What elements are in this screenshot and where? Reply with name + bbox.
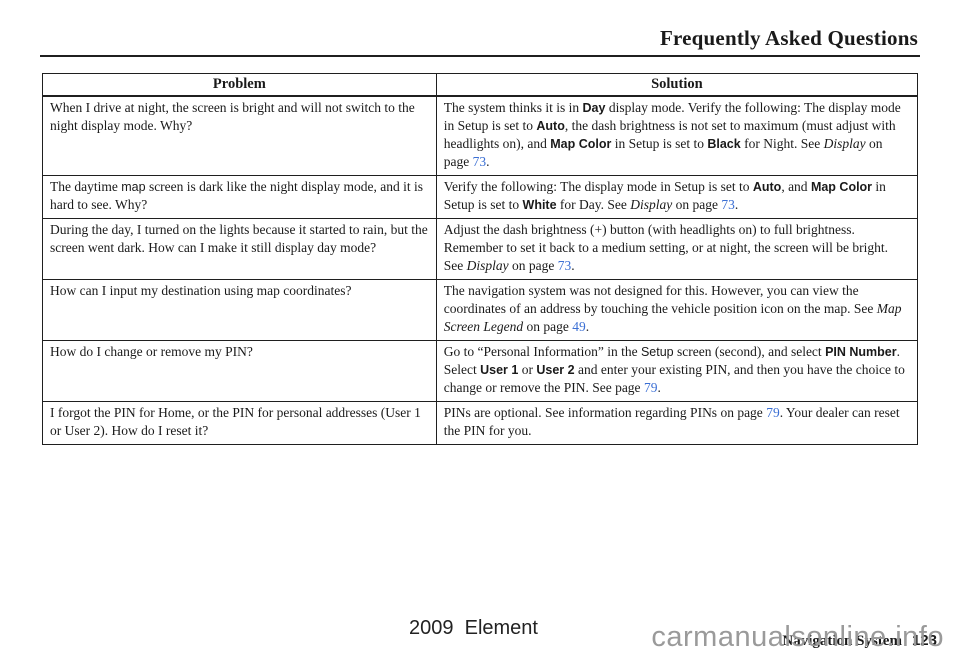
text-segment: on page (443, 136, 883, 169)
text-segment: . (571, 258, 575, 273)
text-segment: . Your dealer can reset the PIN for you. (443, 405, 900, 438)
text-segment: Verify the following: The display mode i… (443, 179, 753, 194)
text-segment: in Setup is set to (443, 179, 886, 212)
solution-cell: Adjust the dash brightness (+) button (w… (435, 218, 919, 280)
page-link[interactable]: 73 (472, 154, 487, 169)
page-link[interactable]: 73 (557, 258, 572, 273)
text-segment: Map Color (550, 137, 612, 151)
text-segment: Auto (536, 119, 565, 133)
text-segment: Adjust the dash brightness (+) button (w… (443, 222, 889, 273)
problem-cell: During the day, I turned on the lights b… (42, 218, 437, 280)
text-segment: in Setup is set to (611, 136, 708, 151)
text-segment: Display (823, 136, 866, 151)
text-segment: on page (523, 319, 573, 334)
faq-table-body: When I drive at night, the screen is bri… (42, 95, 919, 445)
text-segment: map (121, 180, 146, 194)
text-segment: PINs are optional. See information regar… (443, 405, 767, 420)
problem-cell: When I drive at night, the screen is bri… (42, 95, 437, 176)
text-segment: and enter your existing PIN, and then yo… (443, 362, 905, 395)
text-segment: on page (672, 197, 722, 212)
problem-cell: I forgot the PIN for Home, or the PIN fo… (42, 401, 437, 445)
text-segment: Map Color (810, 180, 873, 194)
text-segment: Go to “Personal Information” in the (443, 344, 641, 359)
watermark: carmanualsonline.info (651, 621, 944, 653)
table-row: How can I input my destination using map… (42, 279, 919, 341)
solution-cell: The system thinks it is in Day display m… (435, 95, 919, 176)
text-segment: . (585, 319, 590, 334)
table-row: How do I change or remove my PIN? Go to “… (42, 340, 919, 402)
table-header-row: Problem Solution (42, 73, 919, 97)
text-segment: Setup (640, 345, 674, 359)
problem-cell: How do I change or remove my PIN? (42, 340, 437, 402)
faq-table: Problem Solution When I drive at night, … (42, 73, 919, 445)
problem-cell: The daytime map screen is dark like the … (42, 175, 437, 219)
solution-cell: PINs are optional. See information regar… (435, 401, 919, 445)
solution-cell: The navigation system was not designed f… (435, 279, 919, 341)
solution-cell: Verify the following: The display mode i… (435, 175, 919, 219)
text-segment: The system thinks it is in (443, 100, 583, 115)
text-segment: Map Screen Legend (443, 301, 902, 334)
text-segment: When I drive at night, the screen is bri… (50, 100, 415, 133)
text-segment: How do I change or remove my PIN? (50, 344, 253, 359)
table-row: I forgot the PIN for Home, or the PIN fo… (42, 401, 919, 445)
text-segment: display mode. Verify the following: The … (443, 100, 901, 133)
text-segment: User 2 (536, 363, 575, 377)
text-segment: . (657, 380, 661, 395)
text-segment: on page (508, 258, 558, 273)
text-segment: . (734, 197, 739, 212)
text-segment: , and (781, 179, 811, 194)
footer-page-info: Navigation System 123 (767, 615, 937, 655)
text-segment: During the day, I turned on the lights b… (50, 222, 428, 255)
text-segment: screen (second), and select (673, 344, 826, 359)
page-link[interactable]: 49 (572, 319, 586, 334)
text-segment: screen is dark like the night display mo… (50, 179, 424, 212)
text-segment: for Night. See (740, 136, 824, 151)
text-segment: Day (582, 101, 606, 115)
footer-section-label: Navigation System (782, 633, 902, 649)
text-segment: . (486, 154, 490, 169)
text-segment: Black (707, 137, 741, 151)
text-segment: PIN Number (825, 345, 897, 359)
text-segment: Display (630, 197, 673, 212)
footer-page-number: 123 (911, 632, 937, 649)
column-header-solution: Solution (435, 73, 919, 97)
text-segment: . Select (443, 344, 900, 377)
title-divider (40, 55, 920, 57)
text-segment: or (518, 362, 537, 377)
text-segment: Display (466, 258, 509, 273)
text-segment: User 1 (480, 363, 519, 377)
table-row: When I drive at night, the screen is bri… (42, 95, 919, 176)
text-segment: , the dash brightness is not set to maxi… (443, 118, 896, 151)
text-segment: White (522, 198, 557, 212)
table-row: During the day, I turned on the lights b… (42, 218, 919, 280)
text-segment: I forgot the PIN for Home, or the PIN fo… (50, 405, 421, 438)
page-title: Frequently Asked Questions (659, 26, 918, 50)
text-segment: Auto (752, 180, 782, 194)
page-link[interactable]: 79 (766, 405, 780, 420)
text-segment: for Day. See (556, 197, 631, 212)
footer-model: 2009 Element (409, 617, 538, 639)
text-segment: How can I input my destination using map… (50, 283, 352, 298)
table-row: The daytime map screen is dark like the … (42, 175, 919, 219)
text-segment: The daytime (50, 179, 122, 194)
page-link[interactable]: 73 (721, 197, 735, 212)
column-header-problem: Problem (42, 73, 437, 97)
solution-cell: Go to “Personal Information” in the Setu… (435, 340, 919, 402)
page-link[interactable]: 79 (643, 380, 658, 395)
text-segment: The navigation system was not designed f… (443, 283, 877, 316)
problem-cell: How can I input my destination using map… (42, 279, 437, 341)
